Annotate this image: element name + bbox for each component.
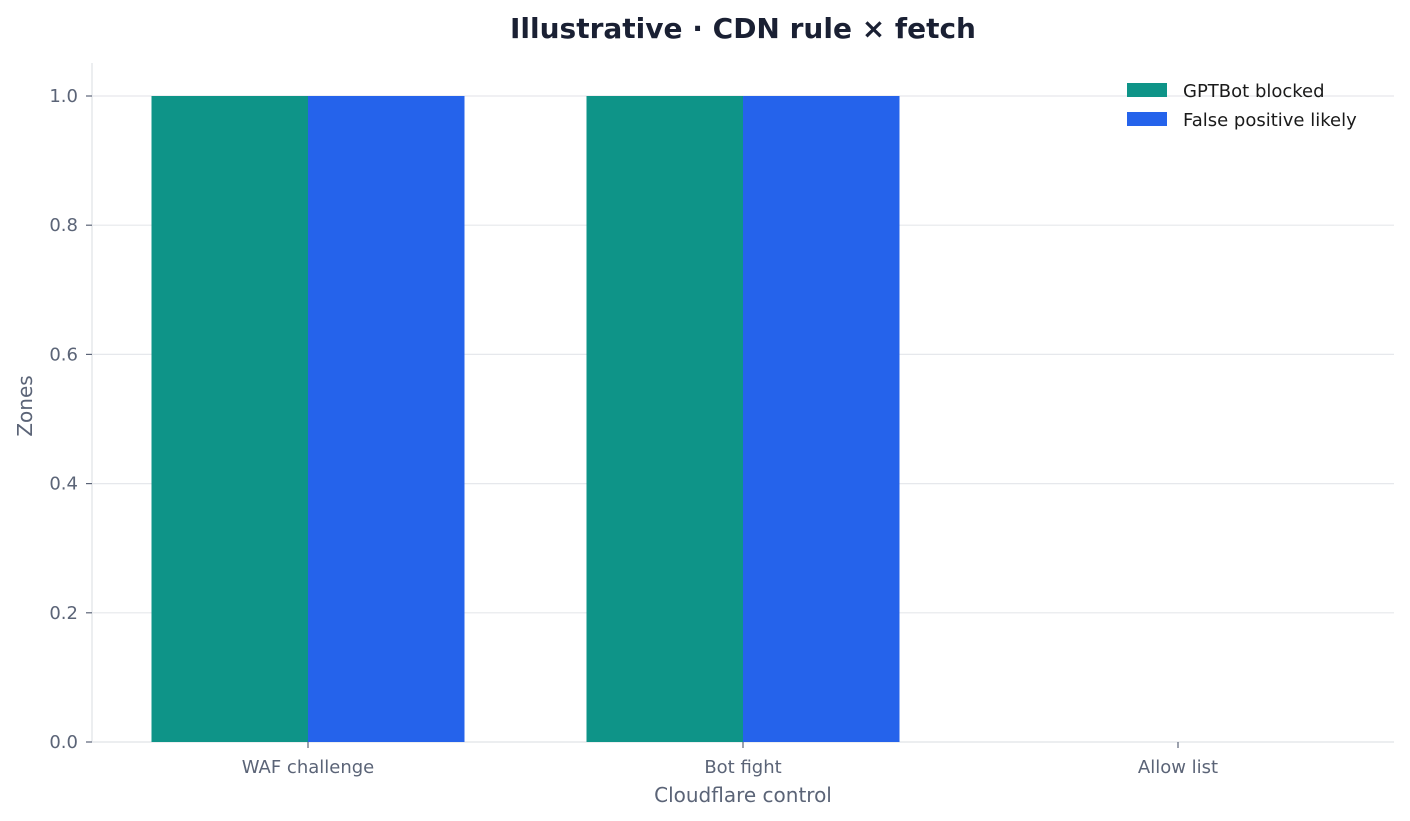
x-tick-label: WAF challenge <box>242 757 375 778</box>
chart-title: Illustrative · CDN rule × fetch <box>510 12 976 45</box>
legend-swatch <box>1127 83 1167 97</box>
legend: GPTBot blocked False positive likely <box>1127 81 1357 131</box>
x-ticks: WAF challenge Bot fight Allow list <box>242 742 1218 778</box>
y-tick-label: 0.8 <box>49 215 78 236</box>
bar-gptbot-blocked <box>151 96 308 742</box>
bar-gptbot-blocked <box>586 96 743 742</box>
legend-swatch <box>1127 112 1167 126</box>
y-tick-label: 0.0 <box>49 732 78 753</box>
legend-label: GPTBot blocked <box>1183 81 1325 102</box>
y-ticks: 0.0 0.2 0.4 0.6 0.8 1.0 <box>49 86 92 753</box>
x-tick-label: Bot fight <box>704 757 781 778</box>
y-tick-label: 0.2 <box>49 603 78 624</box>
bar-false-positive-likely <box>743 96 900 742</box>
y-tick-label: 0.6 <box>49 344 78 365</box>
y-tick-label: 0.4 <box>49 474 78 495</box>
bar-false-positive-likely <box>308 96 465 742</box>
bars <box>151 96 900 742</box>
y-tick-label: 1.0 <box>49 86 78 107</box>
legend-label: False positive likely <box>1183 110 1357 131</box>
x-tick-label: Allow list <box>1138 757 1218 778</box>
x-axis-label: Cloudflare control <box>654 783 832 807</box>
y-axis-label: Zones <box>13 375 37 436</box>
